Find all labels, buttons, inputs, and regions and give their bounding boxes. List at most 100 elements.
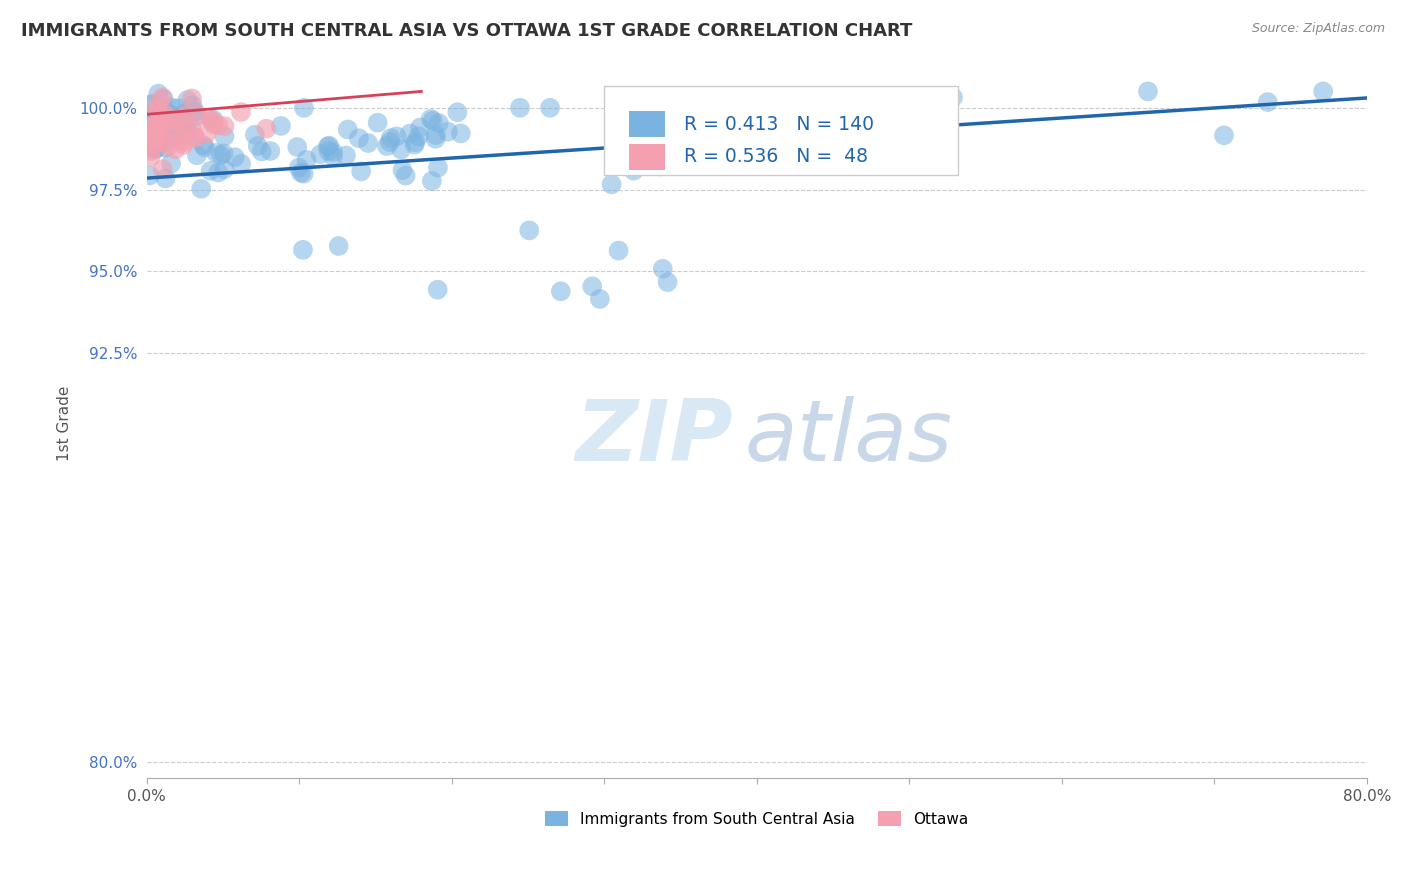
Point xyxy=(162,112,184,126)
Point xyxy=(181,91,204,105)
Point xyxy=(285,140,308,154)
FancyBboxPatch shape xyxy=(605,87,957,175)
Point xyxy=(183,129,205,144)
Point xyxy=(146,141,169,155)
Point xyxy=(648,160,671,174)
Point xyxy=(143,124,166,138)
Point xyxy=(190,182,212,196)
Point xyxy=(152,92,174,106)
Point xyxy=(139,125,162,139)
Point xyxy=(157,112,180,127)
Point xyxy=(170,110,193,124)
Point xyxy=(243,128,266,142)
Point xyxy=(160,108,183,122)
Point xyxy=(404,137,426,152)
Point xyxy=(207,165,229,179)
Point xyxy=(153,112,176,127)
Point xyxy=(426,161,449,175)
Point xyxy=(224,150,246,164)
Point xyxy=(149,114,172,128)
Point xyxy=(165,118,187,132)
Point xyxy=(176,93,198,107)
Point xyxy=(250,145,273,159)
Point xyxy=(143,126,166,140)
Point xyxy=(146,103,169,118)
Point xyxy=(209,148,232,162)
Point xyxy=(385,129,408,144)
Point xyxy=(155,104,177,119)
Point xyxy=(186,110,208,124)
Point xyxy=(138,117,160,131)
Point xyxy=(741,131,763,145)
Point xyxy=(172,127,194,141)
Point xyxy=(172,137,194,152)
Point xyxy=(201,113,224,128)
Point xyxy=(202,112,225,127)
Point xyxy=(141,125,163,139)
Point xyxy=(156,130,179,145)
Point xyxy=(375,139,398,153)
Point xyxy=(148,118,170,132)
Point xyxy=(138,110,160,124)
Point xyxy=(426,283,449,297)
Point xyxy=(146,123,169,137)
Point xyxy=(139,125,162,139)
Point xyxy=(394,169,416,183)
Text: atlas: atlas xyxy=(745,396,953,479)
Point xyxy=(600,178,623,192)
Point xyxy=(292,101,315,115)
Point xyxy=(404,135,426,149)
Point xyxy=(142,120,165,135)
Point xyxy=(157,139,180,153)
Point xyxy=(160,156,183,170)
Point xyxy=(172,119,194,133)
Bar xyxy=(628,144,665,169)
Point xyxy=(347,131,370,145)
Point xyxy=(659,138,682,153)
Point xyxy=(309,147,332,161)
Point xyxy=(138,122,160,136)
Point xyxy=(155,114,177,128)
Point xyxy=(174,108,197,122)
Point xyxy=(378,135,401,149)
Point xyxy=(146,136,169,150)
Point xyxy=(538,101,561,115)
Point xyxy=(141,96,163,111)
Point xyxy=(143,131,166,145)
Point xyxy=(181,98,204,112)
Point xyxy=(399,127,422,141)
Point xyxy=(1213,128,1236,143)
Point xyxy=(170,133,193,147)
Point xyxy=(391,163,413,178)
Point xyxy=(380,131,402,145)
Point xyxy=(141,138,163,153)
Point xyxy=(202,117,225,131)
Point xyxy=(200,163,222,178)
Point xyxy=(142,125,165,139)
Point xyxy=(160,112,183,126)
Point xyxy=(169,112,191,127)
Point xyxy=(186,148,208,162)
Point xyxy=(138,98,160,112)
Point xyxy=(318,138,340,153)
Point xyxy=(336,122,359,136)
Point xyxy=(159,123,181,137)
Point xyxy=(291,243,314,257)
Point xyxy=(367,115,389,129)
Point xyxy=(661,109,683,123)
Point xyxy=(437,125,460,139)
Point xyxy=(328,239,350,253)
Point xyxy=(143,142,166,156)
Point xyxy=(1136,84,1159,98)
Point xyxy=(290,166,312,180)
Point xyxy=(214,129,236,144)
Point xyxy=(322,149,344,163)
Point xyxy=(550,285,572,299)
Point xyxy=(186,108,208,122)
Point xyxy=(155,133,177,147)
Point xyxy=(389,142,412,156)
Point xyxy=(229,157,252,171)
Point xyxy=(295,153,318,167)
Text: R = 0.413   N = 140: R = 0.413 N = 140 xyxy=(683,114,873,134)
Point xyxy=(139,150,162,164)
